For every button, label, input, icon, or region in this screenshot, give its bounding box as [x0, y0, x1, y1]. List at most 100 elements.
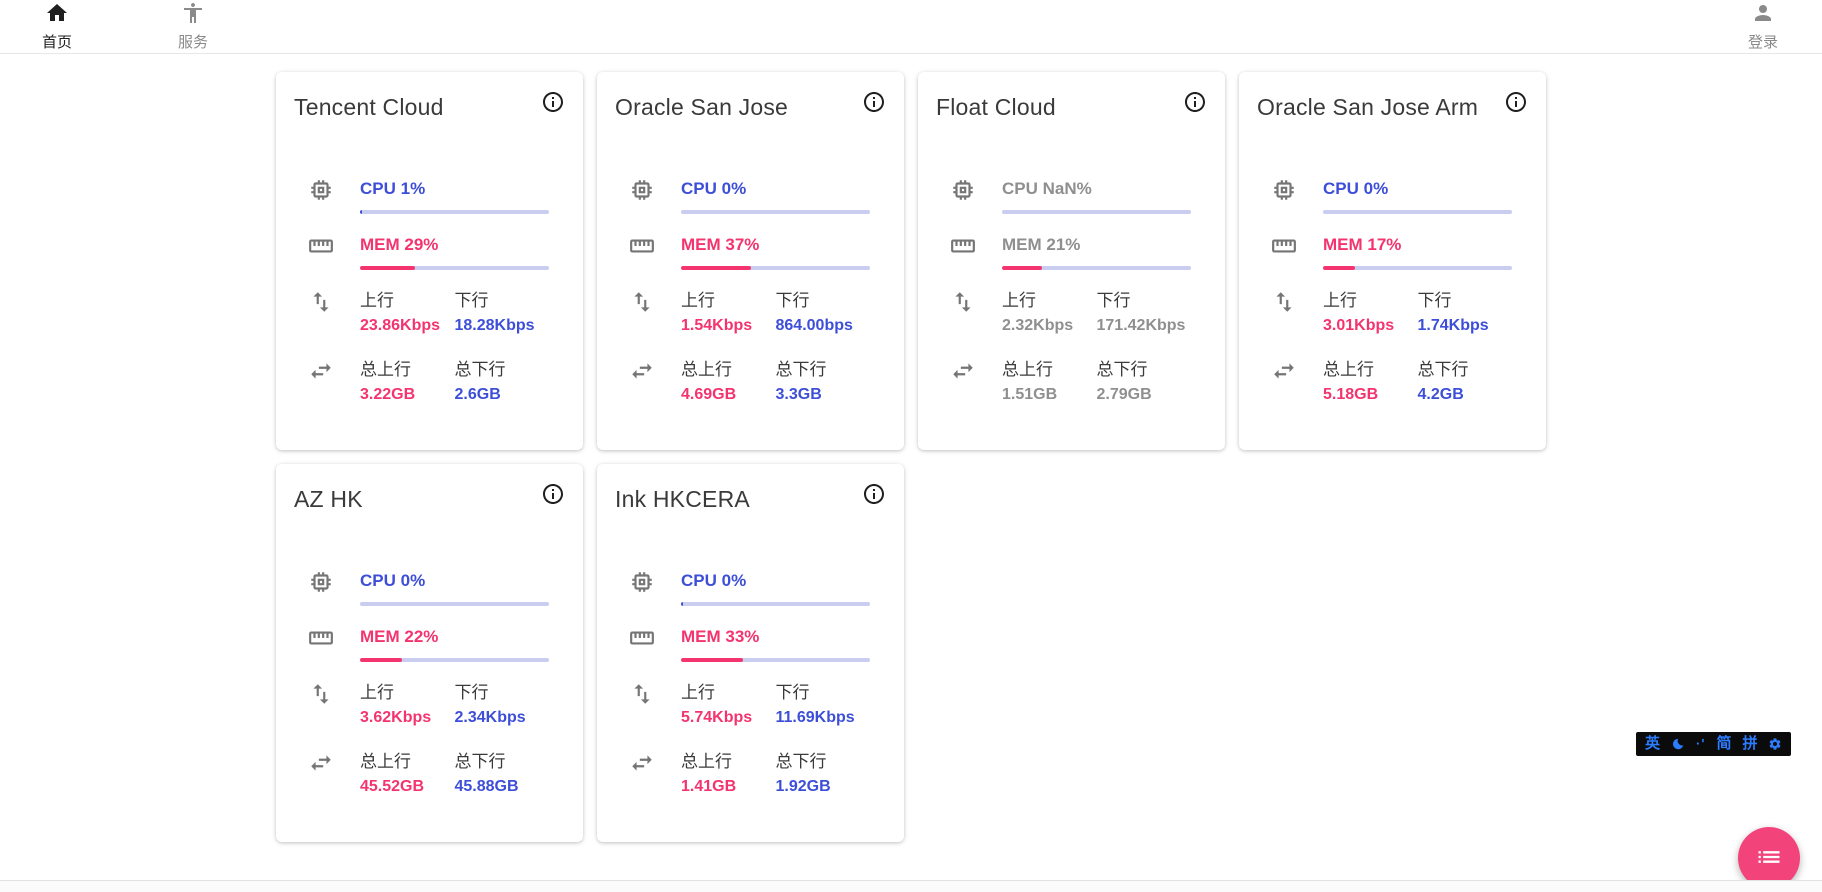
mem-progress-fill: [681, 266, 751, 270]
total-upload-value: 45.52GB: [360, 778, 425, 795]
upload-rate-col: 上行 23.86Kbps: [360, 289, 455, 336]
total-upload-col: 总上行 3.22GB: [360, 358, 455, 405]
download-label: 下行: [454, 683, 489, 702]
upload-label: 上行: [681, 291, 715, 310]
cpu-row: CPU 1%: [294, 177, 565, 214]
mem-progress-fill: [681, 658, 744, 662]
mem-label: MEM 37%: [681, 235, 760, 254]
main-content: Tencent Cloud CPU 1% MEM 29%: [0, 72, 1822, 842]
nav-item-login-label: 登录: [1747, 33, 1778, 51]
download-value: 171.42Kbps: [1096, 317, 1186, 334]
server-name: Oracle San Jose: [615, 94, 789, 120]
total-upload-col: 总上行 4.69GB: [681, 358, 776, 405]
swap-horizontal-icon: [308, 358, 334, 384]
nav-item-services[interactable]: 服务: [168, 0, 218, 54]
server-list-fab[interactable]: [1738, 827, 1800, 889]
total-download-col: 总下行 1.92GB: [776, 750, 871, 797]
ime-language-toggle[interactable]: 英: [1645, 735, 1661, 752]
total-download-value: 4.2GB: [1417, 386, 1464, 403]
card-metrics: CPU NaN% MEM 21% 上行: [936, 177, 1207, 405]
server-name: Ink HKCERA: [615, 486, 750, 512]
download-rate-col: 下行 18.28Kbps: [455, 289, 550, 336]
total-download-value: 1.92GB: [775, 778, 831, 795]
total-upload-label: 总上行: [360, 360, 411, 379]
cpu-row: CPU NaN%: [936, 177, 1207, 214]
gear-icon[interactable]: [1768, 737, 1782, 751]
server-name: Oracle San Jose Arm: [1257, 94, 1479, 120]
download-value: 1.74Kbps: [1417, 317, 1489, 334]
total-upload-col: 总上行 5.18GB: [1323, 358, 1418, 405]
info-icon[interactable]: [541, 482, 565, 506]
moon-icon[interactable]: [1671, 737, 1685, 751]
top-nav: 首页 服务 登录: [0, 0, 1822, 54]
cpu-label: CPU 1%: [360, 179, 426, 198]
total-upload-col: 总上行 1.41GB: [681, 750, 776, 797]
cpu-chip-icon: [629, 569, 655, 595]
upload-value: 5.74Kbps: [681, 709, 753, 726]
swap-horizontal-icon: [629, 750, 655, 776]
server-name: Float Cloud: [936, 94, 1056, 120]
ime-pinyin-toggle[interactable]: 拼: [1742, 735, 1758, 752]
cpu-progress-fill: [681, 602, 683, 606]
ime-punctuation-toggle[interactable]: ·': [1696, 736, 1706, 751]
total-upload-label: 总上行: [360, 752, 411, 771]
mem-row: MEM 33%: [615, 625, 886, 662]
download-label: 下行: [1417, 291, 1452, 310]
cpu-row: CPU 0%: [1257, 177, 1528, 214]
server-card: Float Cloud CPU NaN% MEM 21%: [918, 72, 1225, 450]
info-icon[interactable]: [862, 90, 886, 114]
download-label: 下行: [454, 291, 489, 310]
card-metrics: CPU 0% MEM 37% 上行: [615, 177, 886, 405]
swap-horizontal-icon: [308, 750, 334, 776]
ime-toolbar: 英 ·' 简 拼: [1636, 732, 1792, 756]
mem-label: MEM 22%: [360, 627, 439, 646]
nav-item-login[interactable]: 登录: [1738, 0, 1788, 54]
mem-ruler-icon: [308, 625, 334, 651]
upload-rate-col: 上行 1.54Kbps: [681, 289, 776, 336]
mem-ruler-icon: [1271, 233, 1297, 259]
download-label: 下行: [1096, 291, 1131, 310]
server-card: Ink HKCERA CPU 0% MEM 33%: [597, 464, 904, 842]
info-icon[interactable]: [1183, 90, 1207, 114]
cpu-progress-fill: [360, 210, 362, 214]
cpu-chip-icon: [1271, 177, 1297, 203]
total-download-col: 总下行 2.6GB: [455, 358, 550, 405]
download-rate-col: 下行 1.74Kbps: [1418, 289, 1513, 336]
cpu-progress-bar: [360, 210, 549, 214]
total-upload-col: 总上行 1.51GB: [1002, 358, 1097, 405]
upload-rate-col: 上行 5.74Kbps: [681, 681, 776, 728]
total-upload-label: 总上行: [1002, 360, 1053, 379]
upload-rate-col: 上行 2.32Kbps: [1002, 289, 1097, 336]
total-upload-label: 总上行: [681, 752, 732, 771]
card-metrics: CPU 0% MEM 17% 上行: [1257, 177, 1528, 405]
card-header: Oracle San Jose: [615, 92, 886, 121]
download-value: 11.69Kbps: [775, 709, 855, 726]
updown-arrows-icon: [1271, 289, 1297, 315]
ime-simplified-toggle[interactable]: 简: [1716, 735, 1732, 752]
upload-value: 3.01Kbps: [1323, 317, 1395, 334]
footer-divider: [0, 880, 1822, 892]
info-icon[interactable]: [862, 482, 886, 506]
total-download-label: 总下行: [775, 360, 827, 379]
total-row: 总上行 4.69GB 总下行 3.3GB: [615, 358, 886, 405]
mem-progress-bar: [681, 658, 870, 662]
rate-row: 上行 2.32Kbps 下行 171.42Kbps: [936, 289, 1207, 336]
total-row: 总上行 5.18GB 总下行 4.2GB: [1257, 358, 1528, 405]
card-metrics: CPU 0% MEM 22% 上行: [294, 569, 565, 797]
mem-ruler-icon: [950, 233, 976, 259]
cpu-progress-bar: [360, 602, 549, 606]
total-upload-value: 3.22GB: [360, 386, 416, 403]
total-download-value: 2.6GB: [454, 386, 501, 403]
rate-row: 上行 3.01Kbps 下行 1.74Kbps: [1257, 289, 1528, 336]
updown-arrows-icon: [950, 289, 976, 315]
nav-item-home[interactable]: 首页: [32, 0, 82, 54]
swap-horizontal-icon: [629, 358, 655, 384]
total-download-col: 总下行 2.79GB: [1097, 358, 1192, 405]
info-icon[interactable]: [541, 90, 565, 114]
rate-row: 上行 23.86Kbps 下行 18.28Kbps: [294, 289, 565, 336]
accessibility-icon: [181, 1, 205, 30]
total-upload-value: 5.18GB: [1323, 386, 1379, 403]
server-card: Tencent Cloud CPU 1% MEM 29%: [276, 72, 583, 450]
mem-progress-fill: [1002, 266, 1042, 270]
info-icon[interactable]: [1504, 90, 1528, 114]
